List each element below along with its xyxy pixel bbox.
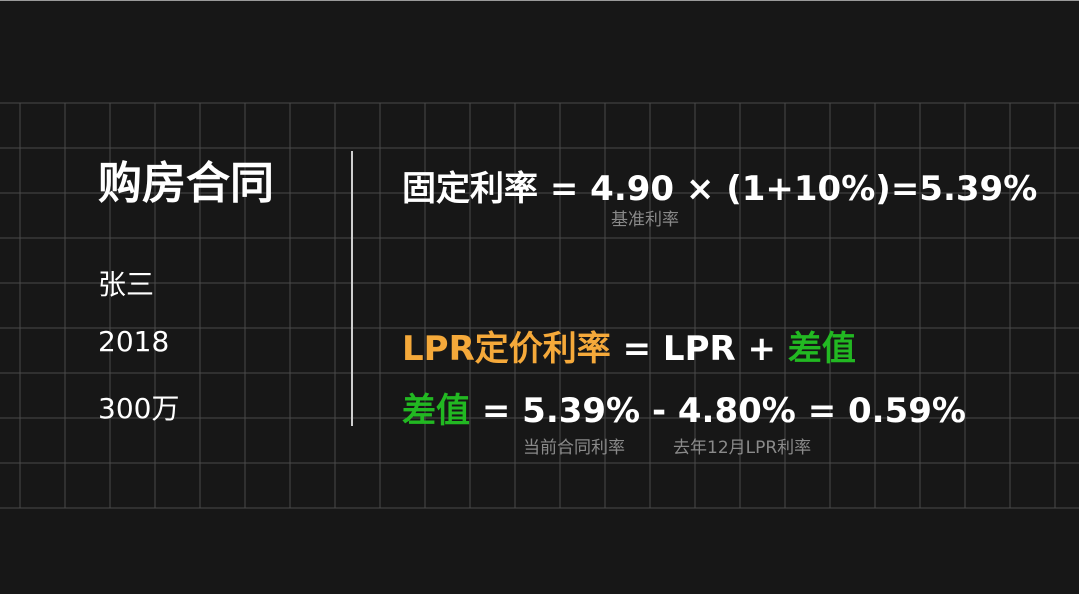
diff-formula-rest: = 5.39% - 4.80% = 0.59%	[470, 391, 966, 431]
divider	[351, 151, 353, 426]
buyer-name: 张三	[98, 268, 155, 301]
diff-formula: 差值 = 5.39% - 4.80% = 0.59%	[402, 383, 966, 432]
contract-year: 2018	[98, 325, 170, 358]
diff-label: 差值	[402, 391, 470, 431]
page-title: 购房合同	[98, 158, 274, 209]
diff-term: 差值	[787, 329, 856, 369]
loan-amount: 300万	[98, 392, 180, 425]
lpr-rate-note: 去年12月LPR利率	[673, 438, 812, 458]
fixed-rate-formula: 固定利率 = 4.90 × (1+10%)=5.39%	[402, 169, 1038, 209]
current-rate-note: 当前合同利率	[523, 438, 625, 458]
base-rate-note: 基准利率	[611, 210, 679, 230]
lpr-formula-rest: = LPR +	[610, 329, 788, 369]
lpr-formula: LPR定价利率 = LPR + 差值	[402, 321, 856, 370]
lpr-label: LPR定价利率	[402, 329, 611, 369]
